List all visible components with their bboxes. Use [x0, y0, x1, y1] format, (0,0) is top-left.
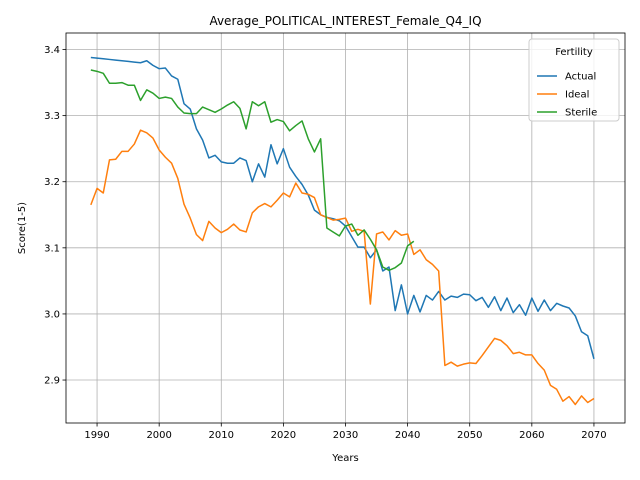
chart-title: Average_POLITICAL_INTEREST_Female_Q4_IQ — [209, 14, 481, 28]
y-tick-label: 3.0 — [44, 309, 60, 320]
series-line-sterile — [90, 69, 415, 272]
y-axis-ticks: 2.9 3.0 3.1 3.2 3.3 3.4 — [44, 45, 66, 387]
y-tick-label: 2.9 — [44, 376, 60, 387]
y-tick-label: 3.2 — [44, 177, 60, 188]
x-tick-label: 2070 — [581, 430, 606, 441]
legend: Fertility Actual Ideal Sterile — [528, 38, 620, 122]
legend-label-sterile: Sterile — [565, 108, 597, 119]
x-axis-label: Years — [331, 453, 358, 464]
x-tick-label: 2050 — [457, 430, 482, 441]
y-axis-label: Score(1-5) — [17, 202, 28, 254]
legend-label-ideal: Ideal — [565, 90, 589, 101]
legend-title: Fertility — [555, 47, 593, 58]
x-tick-label: 2010 — [209, 430, 234, 441]
x-tick-label: 2030 — [333, 430, 358, 441]
series-line-actual — [90, 56, 595, 360]
legend-box — [528, 38, 620, 122]
x-tick-label: 2040 — [395, 430, 420, 441]
y-tick-label: 3.1 — [44, 243, 60, 254]
x-tick-label: 2060 — [519, 430, 544, 441]
x-tick-label: 2020 — [271, 430, 296, 441]
x-axis-ticks: 1990 2000 2010 2020 2030 2040 2050 2060 2070 — [84, 423, 607, 441]
legend-label-actual: Actual — [565, 72, 596, 83]
series-line-ideal — [90, 129, 595, 406]
y-tick-label: 3.4 — [44, 45, 60, 56]
series-layer — [90, 56, 595, 406]
x-tick-label: 2000 — [146, 430, 171, 441]
x-tick-label: 1990 — [84, 430, 109, 441]
y-tick-label: 3.3 — [44, 111, 60, 122]
